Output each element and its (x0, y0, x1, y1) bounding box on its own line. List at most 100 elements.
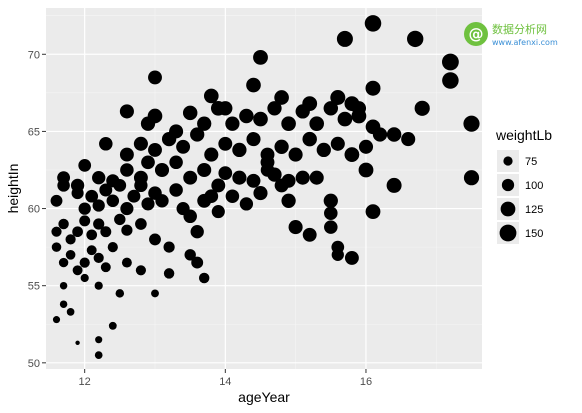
data-point (407, 30, 424, 48)
data-point (121, 224, 133, 236)
data-point (302, 96, 318, 112)
data-point (65, 234, 76, 245)
data-point (281, 193, 296, 208)
legend-key-circle (499, 224, 517, 242)
data-point (351, 108, 367, 124)
data-point (182, 105, 198, 121)
data-point (267, 101, 282, 116)
legend-label: 150 (525, 228, 543, 240)
data-point (246, 77, 261, 93)
data-point (218, 101, 233, 116)
data-point (191, 256, 204, 269)
data-point (211, 205, 225, 219)
data-point (86, 245, 97, 256)
data-point (163, 241, 175, 253)
data-point (119, 147, 134, 162)
data-point (331, 248, 344, 261)
data-point (198, 272, 210, 284)
data-point (316, 142, 331, 158)
data-point (401, 132, 416, 147)
data-point (148, 70, 162, 85)
data-point (163, 268, 175, 279)
data-points (50, 15, 480, 359)
data-point (281, 173, 296, 188)
data-point (120, 202, 134, 216)
data-point (127, 189, 141, 203)
x-tick-label: 14 (219, 376, 231, 388)
data-point (100, 226, 112, 238)
data-point (51, 242, 62, 252)
data-point (75, 340, 80, 345)
data-point (364, 15, 382, 32)
data-point (92, 199, 105, 212)
data-point (141, 197, 155, 211)
data-point (344, 147, 360, 162)
data-point (148, 142, 162, 157)
data-point (95, 336, 103, 344)
data-point (232, 170, 247, 185)
data-point (120, 163, 134, 177)
data-point (324, 206, 338, 220)
data-point (253, 111, 268, 127)
data-point (386, 127, 402, 142)
data-point (204, 189, 219, 204)
data-point (78, 202, 91, 215)
x-axis-title: ageYear (238, 389, 290, 405)
y-tick-label: 60 (28, 204, 40, 216)
data-point (323, 193, 338, 208)
data-point (133, 170, 148, 185)
data-point (141, 155, 155, 170)
data-point (154, 162, 170, 178)
data-point (344, 96, 360, 112)
data-point (267, 167, 282, 182)
svg-text:www.afenxi.com: www.afenxi.com (492, 38, 558, 47)
data-point (57, 171, 71, 185)
data-point (94, 281, 103, 290)
data-point (183, 170, 198, 185)
data-point (358, 139, 374, 154)
data-point (107, 242, 118, 253)
data-point (184, 249, 196, 261)
data-point (169, 183, 183, 197)
data-point (79, 215, 91, 227)
data-point (197, 116, 212, 131)
watermark-logo: @ 数据分析网 www.afenxi.com (464, 22, 558, 47)
data-point (183, 209, 197, 224)
data-point (302, 131, 317, 147)
data-point (94, 351, 103, 359)
data-point (337, 111, 353, 127)
y-axis-title: heightIn (5, 164, 21, 214)
data-point (330, 136, 345, 151)
data-point (65, 249, 76, 260)
data-point (288, 220, 303, 235)
data-point (106, 194, 120, 208)
data-point (274, 90, 289, 105)
data-point (119, 104, 134, 119)
data-point (106, 174, 120, 188)
data-point (211, 178, 226, 193)
data-point (203, 88, 219, 104)
data-point (218, 136, 233, 151)
data-point (253, 49, 268, 65)
data-point (309, 116, 325, 132)
data-point (336, 30, 353, 47)
data-point (92, 171, 106, 185)
data-point (93, 218, 105, 230)
data-point (246, 173, 261, 188)
data-point (295, 170, 310, 185)
data-point (232, 142, 247, 158)
data-point (114, 213, 126, 226)
x-tick-label: 12 (79, 376, 91, 388)
legend-label: 100 (525, 180, 543, 192)
legend-key-circle (500, 201, 516, 217)
y-axis-ticks: 50 55 60 65 70 (28, 49, 46, 370)
legend-label: 125 (525, 204, 543, 216)
data-point (79, 257, 90, 268)
data-point (324, 220, 338, 234)
legend-title: weightLb (495, 127, 552, 143)
data-point (204, 147, 219, 162)
data-point (93, 252, 104, 263)
data-point (99, 183, 113, 197)
svg-text:@: @ (469, 25, 484, 43)
legend-items: 75 100 125 150 (497, 150, 543, 244)
